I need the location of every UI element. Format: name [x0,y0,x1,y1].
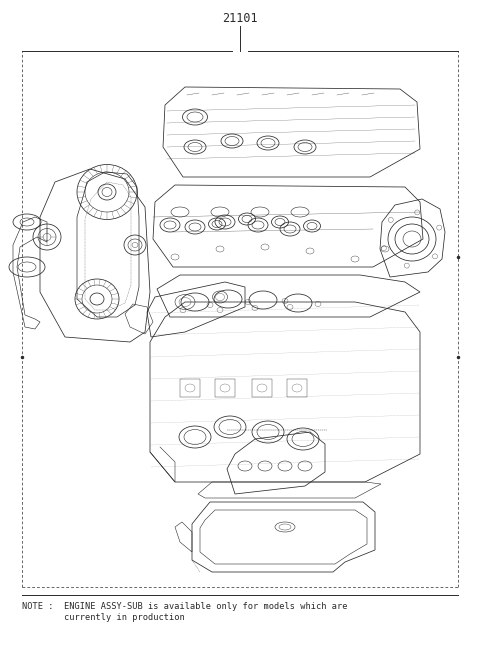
Text: currently in production: currently in production [22,613,185,622]
Text: NOTE :  ENGINE ASSY-SUB is available only for models which are: NOTE : ENGINE ASSY-SUB is available only… [22,602,348,611]
Bar [287,379,307,397]
Bar [215,379,235,397]
Text: 21101: 21101 [222,12,258,26]
Bar [180,379,200,397]
Bar [252,379,272,397]
